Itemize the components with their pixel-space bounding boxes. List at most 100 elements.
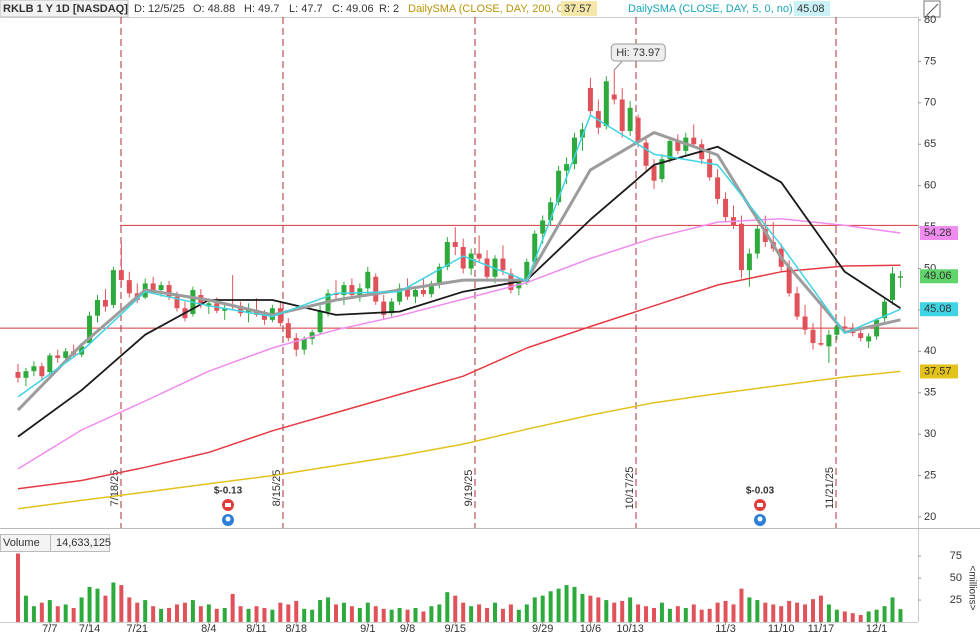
candle-body xyxy=(532,233,538,262)
info-close: C: 49.06 xyxy=(332,3,374,15)
event-label: 10/17/25 xyxy=(624,467,636,510)
volume-bar xyxy=(556,588,561,622)
volume-label: Volume xyxy=(3,537,40,549)
candle-body xyxy=(548,202,554,221)
candle-body xyxy=(23,371,29,378)
volume-bar xyxy=(866,611,871,622)
candle-body xyxy=(627,107,633,131)
volume-bar xyxy=(707,608,712,622)
volume-bar xyxy=(39,602,44,622)
x-tick-label: 12/1 xyxy=(866,623,887,635)
candle-body xyxy=(428,283,434,295)
x-tick-label: 10/6 xyxy=(580,623,601,635)
volume-bar xyxy=(397,607,402,622)
candle-body xyxy=(381,301,387,315)
candle-body xyxy=(691,137,697,145)
volume-bar xyxy=(826,604,831,622)
candle-body xyxy=(118,270,124,281)
candle-body xyxy=(723,198,729,218)
info-high: H: 49.7 xyxy=(244,3,279,15)
candle-body xyxy=(754,228,760,254)
moving-average xyxy=(17,264,901,490)
earnings-icons[interactable] xyxy=(754,499,766,526)
candle-body xyxy=(579,129,585,138)
volume-total: 14,633,125 xyxy=(56,537,111,549)
icon-frame[interactable] xyxy=(923,0,941,18)
candle-body xyxy=(405,288,411,297)
candle-body xyxy=(802,316,808,330)
candle-body xyxy=(603,81,609,127)
candle-body xyxy=(468,253,474,269)
candle-body xyxy=(333,293,339,295)
candle-body xyxy=(39,366,45,377)
callout-pointer xyxy=(613,60,623,71)
price-box-label: 54.28 xyxy=(924,227,952,239)
volume-bar xyxy=(524,604,529,622)
study-value-box xyxy=(561,1,597,16)
candle-body xyxy=(587,87,593,112)
icon-detail xyxy=(225,516,231,522)
volume-bar xyxy=(95,588,100,622)
candle-body xyxy=(413,290,418,297)
candle-body xyxy=(261,314,267,320)
candle-body xyxy=(420,290,426,295)
settings-icon[interactable] xyxy=(923,0,941,18)
candle-body xyxy=(349,285,355,295)
candle-body xyxy=(667,140,673,160)
volume-bar xyxy=(302,608,307,622)
volume-bar xyxy=(572,586,577,622)
callout-box xyxy=(610,43,666,62)
volume-bar xyxy=(334,604,338,622)
study-name[interactable]: DailySMA (CLOSE, DAY, 5, 0, no) xyxy=(628,3,793,15)
volume-bar xyxy=(453,595,458,622)
volume-bar xyxy=(310,609,315,622)
volume-bar xyxy=(580,593,585,622)
candle-body xyxy=(834,326,840,335)
earnings-icons[interactable] xyxy=(222,499,234,526)
x-tick-label: 7/21 xyxy=(127,623,148,635)
volume-bar xyxy=(683,607,688,622)
volume-bar xyxy=(214,608,219,622)
volume-bar xyxy=(739,588,744,622)
volume-bar xyxy=(254,606,259,622)
volume-bar xyxy=(858,614,863,622)
candle-body xyxy=(476,253,482,259)
y-tick-label: 20 xyxy=(924,511,936,523)
volume-bar xyxy=(278,602,283,622)
event-label: 11/21/25 xyxy=(824,467,836,509)
volume-bar xyxy=(421,611,426,622)
y-tick-label: 65 xyxy=(924,138,936,150)
x-tick-label: 11/10 xyxy=(768,623,795,635)
volume-bar xyxy=(16,553,20,622)
volume-bar xyxy=(731,604,736,622)
y-tick-label: 40 xyxy=(924,345,936,357)
volume-bar xyxy=(874,609,879,622)
volume-bar xyxy=(445,592,450,622)
volume-bar xyxy=(222,607,227,622)
candle-body xyxy=(95,299,100,316)
volume-bar xyxy=(437,604,442,622)
x-tick-label: 11/17 xyxy=(808,623,835,635)
volume-bar xyxy=(779,606,784,622)
candle-body xyxy=(564,164,570,171)
volume-bar xyxy=(898,609,903,622)
volume-tick-label: 50 xyxy=(950,572,962,584)
info-date: D: 12/5/25 xyxy=(134,3,185,15)
study-name[interactable]: DailySMA (CLOSE, DAY, 200, 0, no) xyxy=(408,3,585,15)
volume-bar xyxy=(588,595,593,622)
volume-bar xyxy=(167,607,172,622)
volume-bar xyxy=(715,602,720,622)
candle-body xyxy=(277,308,283,324)
volume-tick-label: 75 xyxy=(950,550,962,562)
moving-average xyxy=(17,114,901,398)
volume-bar xyxy=(477,604,482,622)
candle-body xyxy=(826,334,832,347)
volume-bar xyxy=(413,607,418,622)
candle-body xyxy=(492,258,498,277)
candle-body xyxy=(150,283,156,291)
volume-bar xyxy=(373,606,378,622)
volume-bar xyxy=(326,597,331,622)
candle-body xyxy=(166,285,172,297)
volume-bar xyxy=(198,606,203,622)
volume-bar xyxy=(612,602,617,622)
